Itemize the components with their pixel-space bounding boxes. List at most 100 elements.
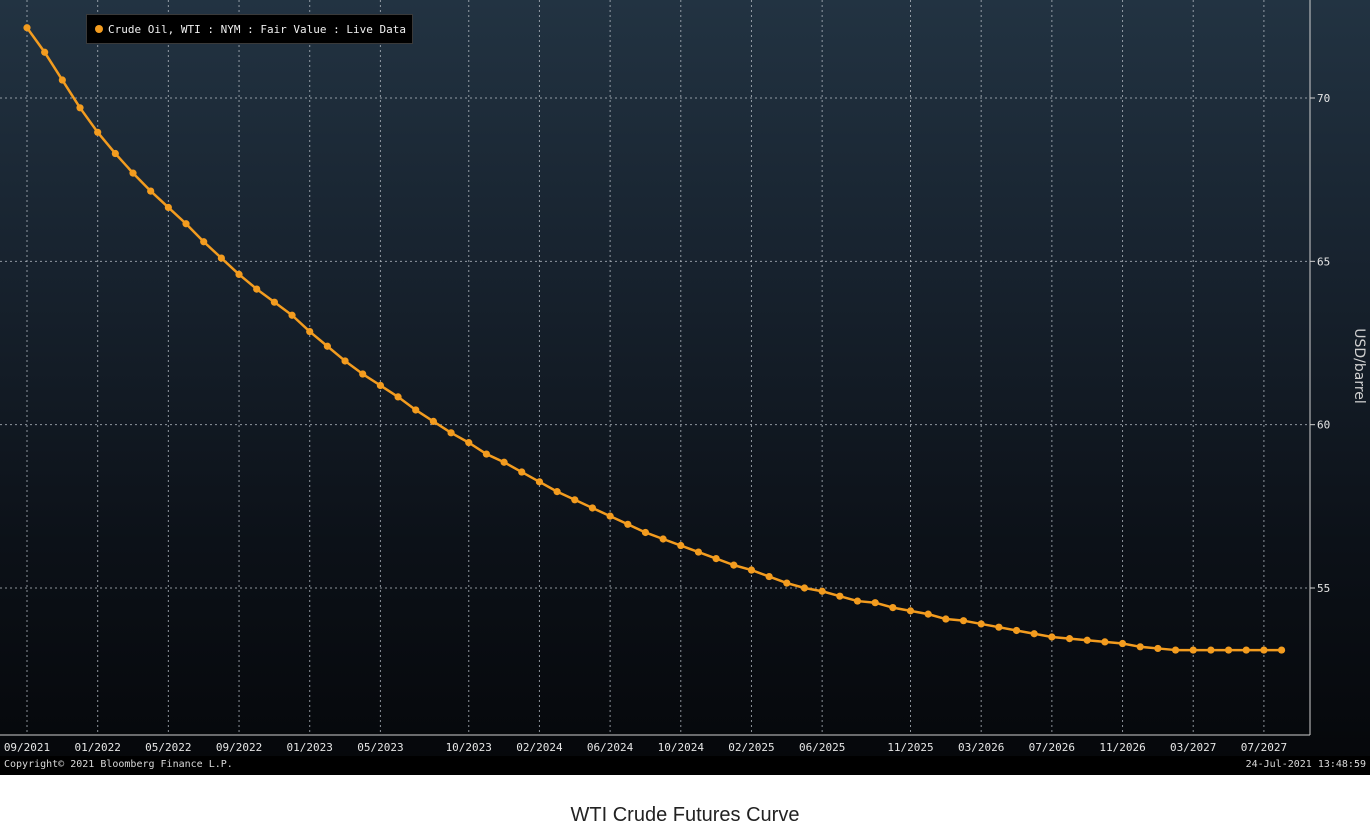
data-point — [889, 604, 897, 612]
data-point — [111, 149, 119, 158]
copyright-text: Copyright© 2021 Bloomberg Finance L.P. — [4, 759, 233, 770]
data-point — [500, 458, 508, 466]
y-tick-labels: 55 60 65 70 — [1317, 92, 1330, 595]
data-point — [1030, 630, 1038, 638]
series-line — [25, 27, 1282, 652]
x-tick-label: 10/2024 — [658, 741, 705, 754]
data-point — [553, 488, 561, 496]
data-point — [306, 327, 314, 336]
data-point — [871, 599, 879, 607]
data-point — [129, 169, 137, 177]
data-point — [1136, 643, 1144, 651]
data-point — [1277, 646, 1286, 654]
data-point — [76, 104, 84, 112]
legend: Crude Oil, WTI : NYM : Fair Value : Live… — [86, 14, 414, 44]
data-point — [482, 450, 491, 458]
legend-marker-icon — [95, 25, 103, 33]
data-point — [465, 439, 473, 447]
data-point — [200, 238, 208, 246]
y-tick-label: 55 — [1317, 582, 1330, 595]
data-point — [518, 468, 526, 476]
data-point — [977, 620, 985, 628]
data-point — [942, 615, 950, 623]
data-point — [359, 370, 367, 378]
x-tick-label: 10/2023 — [446, 741, 492, 754]
data-point — [836, 592, 844, 600]
figure-caption: WTI Crude Futures Curve — [570, 804, 800, 826]
timestamp-text: 24-Jul-2021 13:48:59 — [1245, 759, 1366, 770]
data-point — [800, 584, 809, 592]
series-layer — [23, 24, 1286, 654]
x-tick-label: 07/2027 — [1241, 741, 1287, 754]
data-point — [147, 187, 155, 195]
data-point — [659, 535, 667, 543]
data-point — [906, 607, 915, 615]
data-point — [323, 342, 331, 350]
data-point — [1118, 639, 1127, 648]
x-tick-label: 09/2021 — [4, 741, 50, 754]
data-point — [1189, 646, 1197, 654]
x-tick-label: 05/2022 — [145, 741, 191, 754]
data-point — [394, 393, 402, 401]
data-point — [765, 572, 773, 581]
x-tick-label: 06/2025 — [799, 741, 845, 754]
data-point — [677, 541, 685, 550]
data-point — [253, 285, 261, 293]
x-tick-label: 01/2022 — [75, 741, 121, 754]
data-point — [1048, 633, 1056, 641]
data-point — [1242, 646, 1250, 654]
data-point — [1207, 646, 1215, 654]
x-tick-label: 02/2024 — [516, 741, 563, 754]
data-point — [429, 417, 438, 425]
data-point — [412, 406, 420, 414]
x-tick-label: 07/2026 — [1029, 741, 1075, 754]
x-tick-label: 09/2022 — [216, 741, 262, 754]
x-tick-label: 02/2025 — [728, 741, 774, 754]
legend-label: Crude Oil, WTI : NYM : Fair Value : Live… — [108, 22, 407, 36]
data-point — [535, 478, 544, 486]
data-point — [1224, 646, 1233, 654]
data-point — [1012, 626, 1021, 635]
data-point — [959, 617, 968, 625]
data-point — [41, 48, 49, 56]
data-point — [94, 128, 102, 136]
x-tick-label: 11/2026 — [1099, 741, 1145, 754]
axes — [0, 0, 1315, 736]
data-point — [624, 520, 632, 528]
y-tick-label: 65 — [1317, 255, 1330, 268]
data-point — [1083, 636, 1091, 644]
data-point — [447, 429, 455, 437]
data-point — [1260, 646, 1268, 654]
futures-curve-chart: 09/2021 01/2022 05/2022 09/2022 01/2023 05/20… — [0, 0, 1330, 754]
grid-lines — [0, 0, 1310, 735]
y-axis-label: USD/barrel — [1351, 328, 1367, 404]
data-point — [341, 357, 349, 365]
data-point — [182, 220, 190, 228]
data-point — [571, 496, 579, 504]
y-tick-label: 70 — [1317, 92, 1330, 105]
footer-bar — [0, 756, 1370, 775]
data-point — [23, 24, 31, 32]
chart-panel: 09/2021 01/2022 05/2022 09/2022 01/2023 05/20… — [0, 0, 1370, 775]
x-tick-label: 05/2023 — [357, 741, 403, 754]
data-point — [270, 298, 278, 306]
data-point — [995, 623, 1003, 631]
data-point — [1154, 644, 1162, 653]
data-point — [164, 203, 172, 212]
y-tick-label: 60 — [1317, 419, 1330, 432]
data-point — [1101, 638, 1109, 646]
data-point — [694, 548, 703, 556]
x-tick-label: 03/2027 — [1170, 741, 1216, 754]
data-point — [818, 587, 826, 595]
x-tick-label: 01/2023 — [287, 741, 333, 754]
data-point — [853, 597, 862, 605]
data-point — [1065, 635, 1074, 643]
data-point — [783, 579, 791, 587]
x-tick-label: 03/2026 — [958, 741, 1004, 754]
data-point — [606, 512, 614, 520]
data-point — [288, 311, 296, 319]
data-point — [712, 555, 720, 563]
data-point — [588, 504, 597, 512]
data-point — [235, 270, 243, 278]
x-tick-label: 06/2024 — [587, 741, 634, 754]
